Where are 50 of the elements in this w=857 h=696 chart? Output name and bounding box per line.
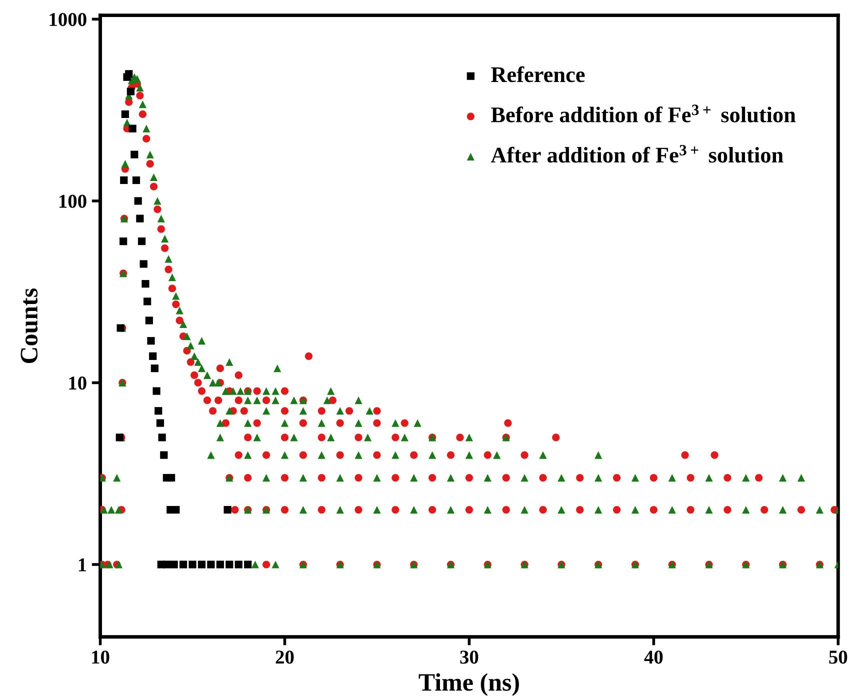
point	[160, 451, 168, 459]
y-axis-title: Counts	[20, 288, 38, 364]
point	[154, 407, 162, 415]
point	[162, 560, 170, 568]
point	[147, 337, 155, 345]
point	[244, 560, 252, 568]
point	[179, 560, 188, 568]
point	[156, 419, 164, 427]
point	[207, 560, 215, 568]
point	[158, 434, 166, 442]
point	[134, 197, 142, 205]
x-tick-label: 40	[644, 650, 663, 664]
x-tick-label: 50	[829, 650, 848, 664]
point	[120, 176, 128, 184]
point	[126, 88, 135, 96]
y-tick-label: 100	[59, 194, 86, 208]
point	[224, 506, 232, 514]
point	[125, 70, 133, 78]
point	[150, 364, 158, 372]
x-axis-title: Time (ns)	[418, 673, 519, 696]
legend-label: Reference	[491, 66, 585, 82]
point	[198, 560, 206, 568]
point	[138, 237, 146, 246]
point	[142, 280, 150, 288]
point	[170, 560, 178, 568]
y-tick-label: 10	[69, 376, 86, 390]
point	[234, 560, 242, 568]
point	[130, 150, 138, 158]
x-tick-label: 20	[276, 650, 294, 664]
point	[226, 560, 234, 568]
point	[120, 237, 128, 246]
legend-label: After addition of Fe$^{3+}$ solution	[490, 144, 784, 163]
point	[136, 214, 144, 222]
point	[172, 506, 180, 514]
y-tick-label: 1	[78, 558, 86, 572]
point	[121, 110, 129, 118]
point	[132, 176, 140, 184]
point	[216, 560, 224, 568]
point	[144, 298, 152, 306]
x-tick-label: 10	[92, 650, 110, 664]
point	[188, 560, 196, 568]
legend-label: Before addition of Fe$^{3+}$ solution	[491, 104, 796, 122]
point	[167, 474, 176, 482]
point	[145, 316, 153, 324]
point	[152, 387, 160, 395]
point	[149, 352, 157, 360]
point	[128, 124, 136, 132]
y-tick-label: 1000	[50, 12, 86, 26]
point	[140, 260, 148, 268]
x-tick-label: 30	[460, 650, 478, 664]
